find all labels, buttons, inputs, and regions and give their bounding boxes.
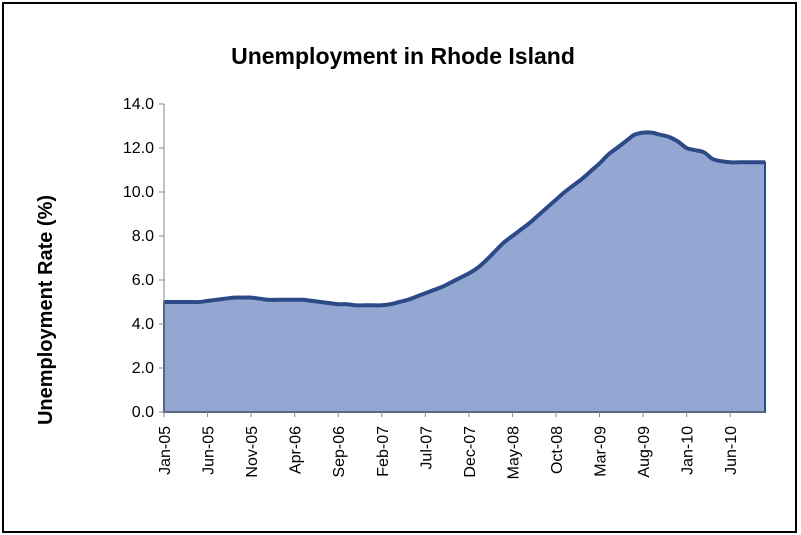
x-tick-label: Dec-07 xyxy=(462,426,479,478)
x-tick-label: Oct-08 xyxy=(549,426,566,474)
x-tick-label: Feb-07 xyxy=(375,426,392,477)
axes xyxy=(163,104,765,413)
y-tick-label: 8.0 xyxy=(132,228,154,245)
y-axis-ticks: 0.0 2.0 4.0 6.0 8.0 10.0 12.0 14.0 xyxy=(123,96,164,421)
unemployment-area-chart: Unemployment in Rhode Island Unemploymen… xyxy=(35,43,766,479)
x-tick-label: Jan-10 xyxy=(680,426,697,475)
y-tick-label: 10.0 xyxy=(123,184,154,201)
y-tick-label: 4.0 xyxy=(132,316,154,333)
y-tick-label: 12.0 xyxy=(123,140,154,157)
chart-title: Unemployment in Rhode Island xyxy=(231,43,575,69)
x-tick-label: Jan-05 xyxy=(157,426,174,475)
y-tick-label: 0.0 xyxy=(132,404,154,421)
x-tick-label: Mar-09 xyxy=(593,426,610,477)
x-tick-label: Sep-06 xyxy=(331,426,348,478)
y-axis-label: Unemployment Rate (%) xyxy=(35,195,57,425)
x-tick-label: May-08 xyxy=(505,426,522,479)
area-line xyxy=(163,130,765,308)
y-tick-label: 14.0 xyxy=(123,96,154,113)
x-tick-label: Jul-07 xyxy=(418,426,435,470)
x-tick-label: Aug-09 xyxy=(636,426,653,478)
y-tick-label: 6.0 xyxy=(132,272,154,289)
area-fill xyxy=(163,131,766,413)
x-tick-label: Jun-05 xyxy=(201,426,218,475)
x-tick-label: Nov-05 xyxy=(244,426,261,478)
area-series xyxy=(163,130,766,413)
x-tick-label: Apr-06 xyxy=(288,426,305,474)
x-tick-label: Jun-10 xyxy=(723,426,740,475)
y-tick-label: 2.0 xyxy=(132,360,154,377)
x-axis-ticks: Jan-05 Jun-05 Nov-05 Apr-06 Sep-06 Feb-07 Jul-… xyxy=(157,412,740,479)
